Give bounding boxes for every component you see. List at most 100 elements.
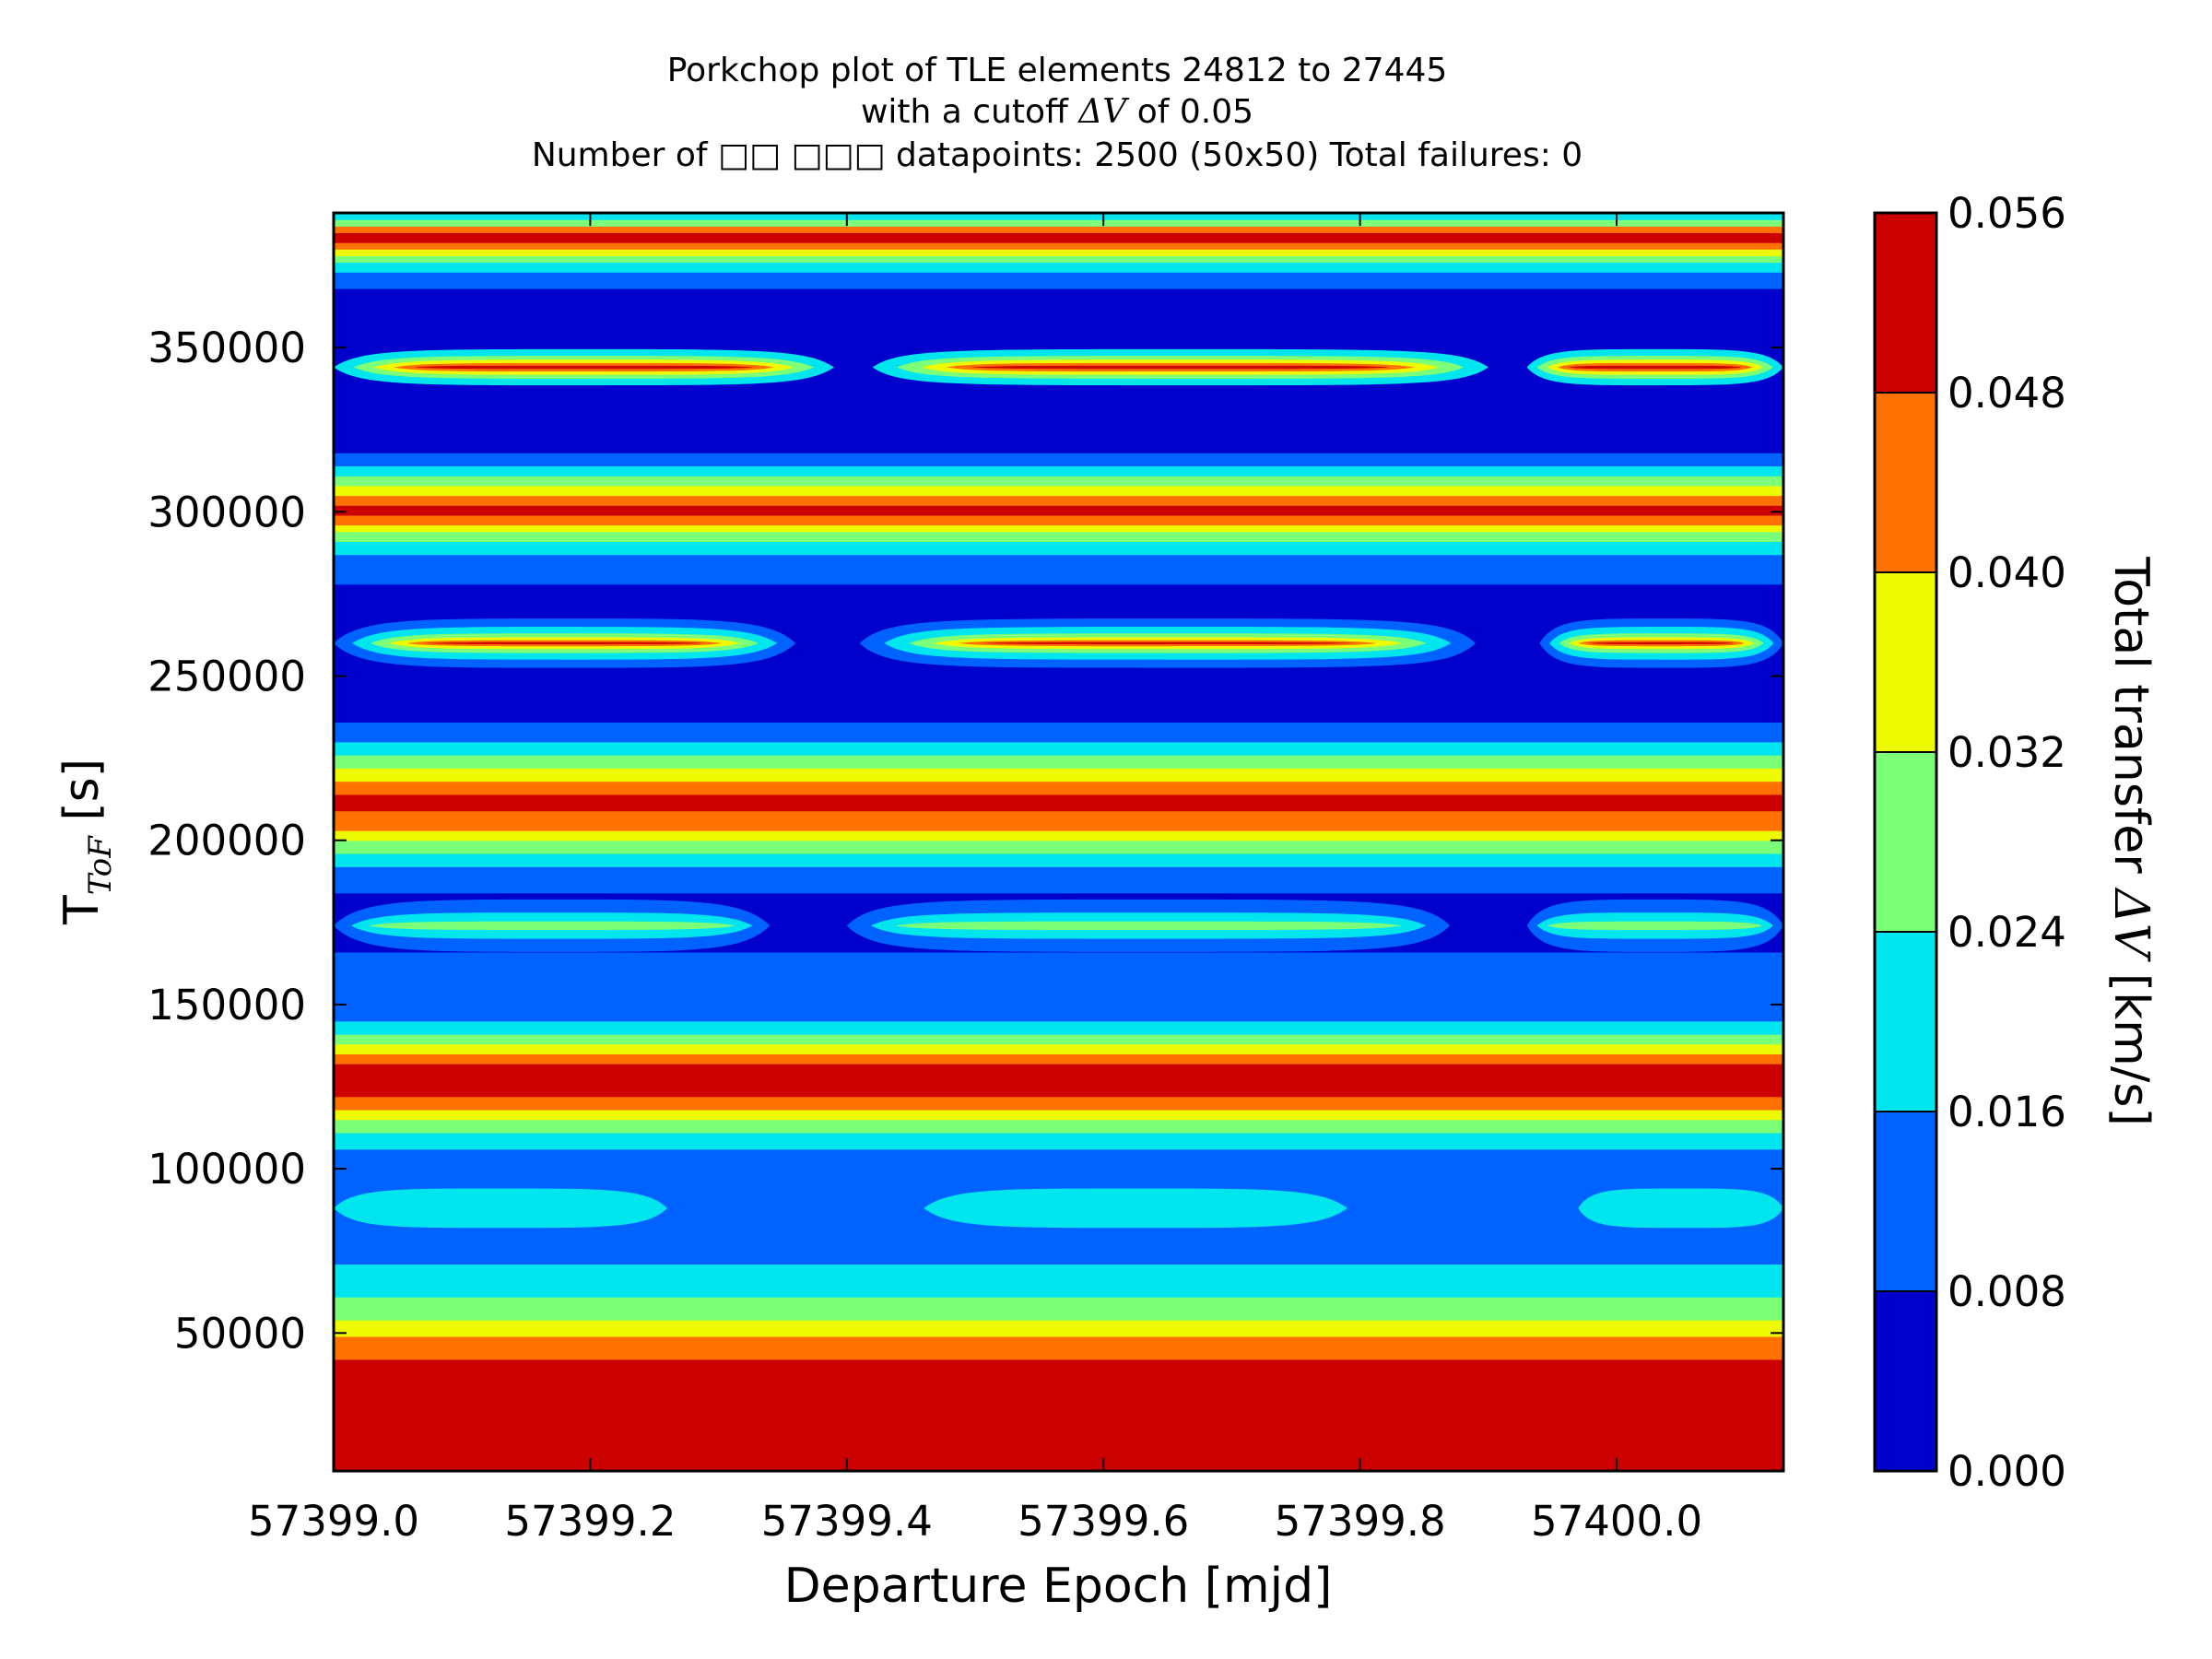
contour-band-24	[334, 768, 1783, 782]
contour-band-21	[334, 810, 1783, 831]
contour-island-1-2-2	[1547, 921, 1763, 931]
contour-band-22	[334, 794, 1783, 812]
x-tick-label: 57399.6	[1018, 1497, 1189, 1546]
contour-band-47	[334, 226, 1783, 233]
colorbar-tick-label: 0.056	[1947, 189, 2066, 238]
chart-title-line-1: Porkchop plot of TLE elements 24812 to 2…	[667, 52, 1448, 89]
contour-band-15	[334, 951, 1783, 1022]
x-tick-label: 57399.2	[504, 1497, 676, 1546]
colorbar-swatch	[1875, 393, 1936, 572]
contour-band-12	[334, 1043, 1783, 1054]
colorbar-swatch	[1875, 213, 1936, 393]
x-tick-label: 57399.8	[1275, 1497, 1446, 1546]
contour-band-49	[334, 213, 1783, 220]
y-tick-label: 300000	[147, 488, 306, 536]
x-tick-label: 57399.4	[761, 1497, 933, 1546]
y-axis-label: TToF [s]	[54, 759, 119, 925]
contour-band-9	[334, 1096, 1783, 1111]
contour-band-46	[334, 232, 1783, 243]
colorbar-swatch	[1875, 752, 1936, 932]
contour-band-6	[334, 1132, 1783, 1150]
contour-band-3	[334, 1297, 1783, 1321]
y-tick-label: 250000	[147, 653, 306, 701]
colorbar-label-post: [km/s]	[2103, 958, 2159, 1125]
colorbar-tick-label: 0.016	[1947, 1088, 2066, 1136]
contour-band-27	[334, 722, 1783, 743]
contour-band-35	[334, 495, 1783, 506]
contour-band-41	[334, 272, 1783, 289]
colorbar-swatch	[1875, 1291, 1936, 1471]
contour-band-26	[334, 741, 1783, 756]
colorbar-label: Total transfer ΔV [km/s]	[2103, 556, 2159, 1125]
y-axis-ticks: 50000 100000 150000 200000 250000 300000 35000…	[147, 324, 1783, 1358]
y-tick-label: 200000	[147, 817, 306, 865]
contour-band-34	[334, 505, 1783, 516]
chart-title-line-2: with a cutoff ΔV of 0.05	[861, 93, 1253, 131]
contour-island-3-2-4	[1568, 365, 1743, 370]
contour-island-1-0-2	[368, 921, 735, 931]
contour-band-30	[334, 541, 1783, 556]
contour-band-11	[334, 1053, 1783, 1065]
contour-band-42	[334, 262, 1783, 273]
contour-island-1-1-2	[895, 921, 1402, 931]
contour-island-3-0-4	[413, 365, 755, 370]
contour-band-10	[334, 1064, 1783, 1098]
colorbar-tick-label: 0.000	[1947, 1447, 2066, 1496]
contour-band-18	[334, 853, 1783, 867]
y-axis-label-main: T	[54, 895, 110, 925]
contour-band-38	[334, 465, 1783, 477]
colorbar-swatch	[1875, 572, 1936, 752]
contour-band-44	[334, 249, 1783, 256]
contour-band-36	[334, 485, 1783, 497]
chart-title-line-2-post: of 0.05	[1126, 93, 1253, 131]
y-tick-label: 100000	[147, 1145, 306, 1194]
contour-band-29	[334, 554, 1783, 585]
chart-title-line-3: Number of □□ □□□ datapoints: 2500 (50x50…	[532, 136, 1583, 174]
y-tick-label: 350000	[147, 324, 306, 372]
colorbar	[1875, 213, 1936, 1471]
y-axis-label-subscript: ToF	[82, 835, 119, 896]
contour-band-14	[334, 1020, 1783, 1035]
contour-island-3-1-4	[971, 365, 1390, 370]
contour-band-48	[334, 219, 1783, 227]
colorbar-tick-label: 0.040	[1947, 548, 2066, 597]
contour-island-0-2-0	[1578, 1188, 1783, 1229]
colorbar-frame	[1873, 211, 1938, 1473]
colorbar-tick-label: 0.032	[1947, 728, 2066, 777]
contour-band-17	[334, 866, 1783, 894]
chart-title-line-2-pre: with a cutoff	[861, 93, 1078, 131]
chart-title-delta-v: ΔV	[1077, 93, 1130, 131]
colorbar-label-delta-v: ΔV	[2103, 887, 2159, 962]
colorbar-ticks: 0.000 0.008 0.016 0.024 0.032 0.040 0.048 0.056	[1875, 189, 2066, 1496]
contour-band-4	[334, 1264, 1783, 1298]
contour-island-2-2-5	[1588, 641, 1735, 644]
contour-band-32	[334, 524, 1783, 533]
x-tick-label: 57399.0	[248, 1497, 419, 1546]
contour-band-31	[334, 531, 1783, 542]
contour-band-0	[334, 1359, 1783, 1471]
x-axis-label: Departure Epoch [mjd]	[784, 1559, 1333, 1614]
contour-band-13	[334, 1033, 1783, 1045]
contour-plot-area	[334, 213, 1783, 1471]
y-tick-label: 150000	[147, 981, 306, 1030]
contour-band-45	[334, 242, 1783, 250]
contour-island-0-1-0	[924, 1188, 1347, 1229]
contour-band-7	[334, 1119, 1783, 1134]
contour-island-2-0-5	[426, 641, 703, 644]
colorbar-swatch	[1875, 1112, 1936, 1291]
plot-frame	[332, 211, 1785, 1473]
x-axis-ticks: 57399.0 57399.2 57399.4 57399.6 57399.8 57400…	[248, 213, 1702, 1546]
colorbar-tick-label: 0.008	[1947, 1267, 2066, 1316]
y-axis-label-unit: [s]	[54, 759, 110, 836]
contour-band-2	[334, 1320, 1783, 1337]
colorbar-tick-label: 0.024	[1947, 908, 2066, 957]
contour-band-1	[334, 1335, 1783, 1360]
colorbar-label-pre: Total transfer	[2103, 556, 2159, 888]
contour-band-23	[334, 781, 1783, 795]
contour-band-43	[334, 255, 1783, 264]
contour-island-0-0-0	[334, 1188, 667, 1229]
contour-band-37	[334, 476, 1783, 487]
x-tick-label: 57400.0	[1531, 1497, 1702, 1546]
contour-band-8	[334, 1109, 1783, 1121]
colorbar-swatch	[1875, 932, 1936, 1112]
